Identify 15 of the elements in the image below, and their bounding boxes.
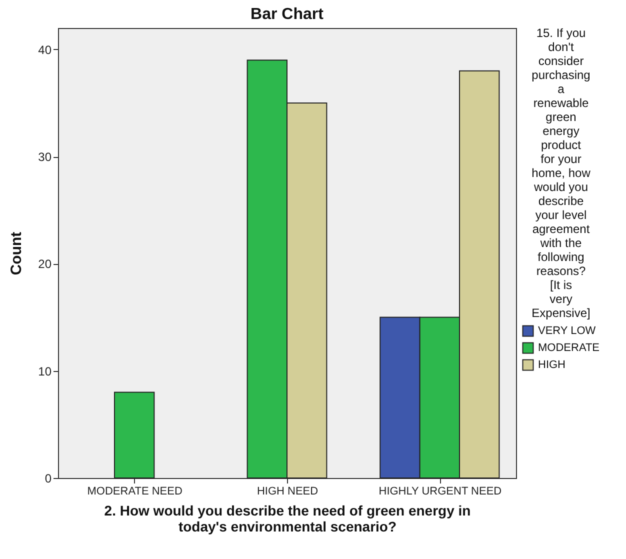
- y-axis-title: Count: [8, 232, 26, 276]
- y-tick-label: 40: [38, 42, 52, 57]
- y-tick-label: 10: [38, 364, 52, 378]
- legend-label: MODERATE: [538, 342, 600, 354]
- x-tick-label: HIGH NEED: [256, 486, 318, 498]
- text: 15. If you don't consider purchasing a renewable green energy product for your home, how would you describe your level agreement with the following reasons? [It is very Expensive]: [532, 26, 590, 320]
- chart-title: Bar Chart: [250, 6, 324, 23]
- y-tick-label: 20: [38, 257, 52, 272]
- legend-label: VERY LOW: [538, 325, 596, 337]
- legend-label: HIGH: [538, 359, 566, 371]
- x-tick-label: HIGHLY URGENT NEED: [378, 486, 502, 498]
- y-tick-label: 0: [44, 472, 52, 486]
- x-axis-title: 2. How would you describe the need of green energy in today's environmental scenario?: [104, 502, 471, 534]
- y-tick-label: 30: [38, 150, 52, 164]
- x-tick-label: MODERATE NEED: [87, 486, 182, 498]
